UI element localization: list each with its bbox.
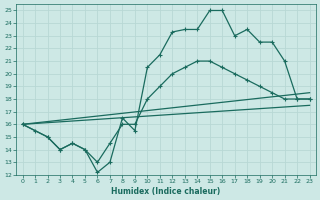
X-axis label: Humidex (Indice chaleur): Humidex (Indice chaleur)	[111, 187, 221, 196]
